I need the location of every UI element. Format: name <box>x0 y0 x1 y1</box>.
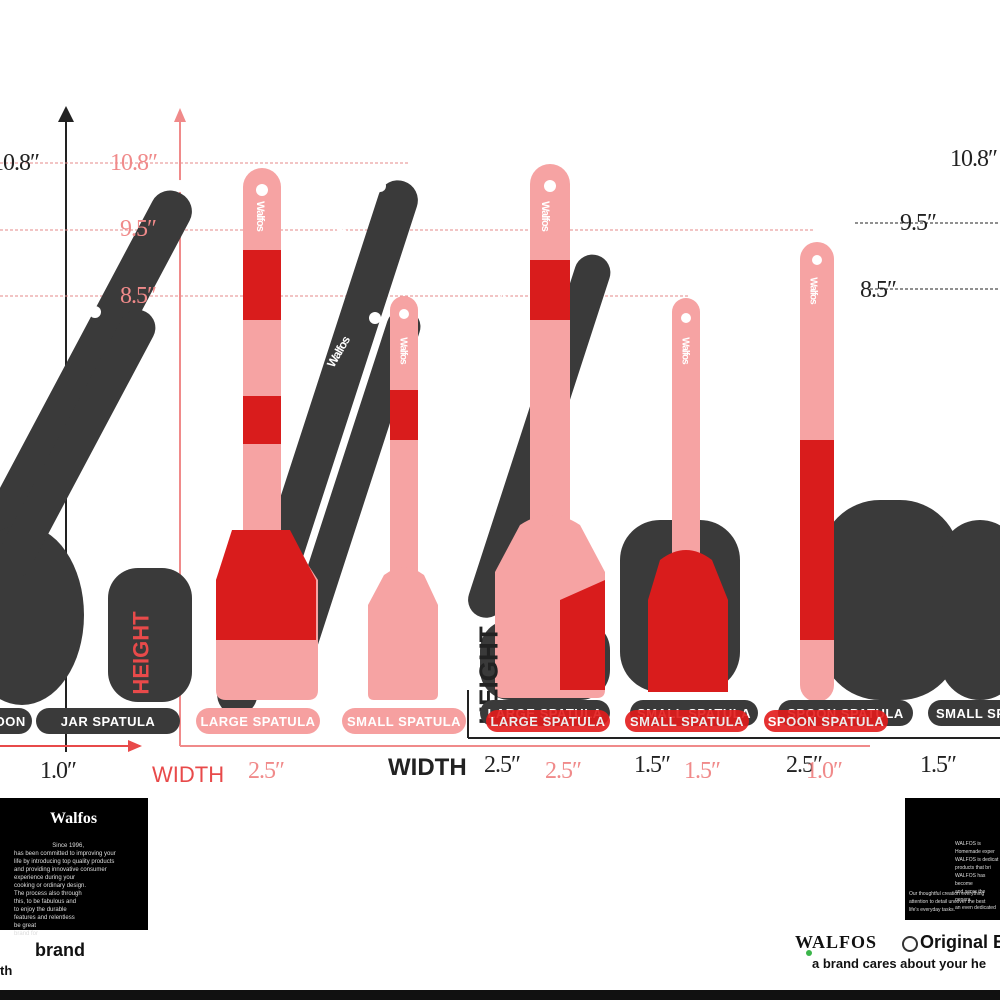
card-body: Since 1996, has been committed to improv… <box>14 842 144 938</box>
card-text-line: features and relentless <box>14 915 75 921</box>
height-axis-arrow-black <box>58 106 74 122</box>
card-text-line: has been committed to improving your <box>14 851 116 857</box>
card-text-line: be great <box>14 923 37 929</box>
hang-hole <box>374 180 386 192</box>
card-text-line: products that bri <box>955 865 991 871</box>
card-text-line: and providing innovative consumer <box>14 867 107 873</box>
width-label-black-left: 1.0″ <box>40 758 77 784</box>
leaf-icon <box>902 936 918 952</box>
card-body-right: WALFOS is Homemade exper WALFOS is dedic… <box>955 840 1000 912</box>
pink-small-spatula-2 <box>672 298 700 568</box>
black-jar-spatula-left <box>0 309 192 702</box>
hang-hole <box>89 306 101 318</box>
width-label-black-3: 2.5″ <box>786 752 823 778</box>
green-dot-icon <box>806 950 812 956</box>
pill-large-spatula-pink: LARGE SPATULA <box>196 708 320 734</box>
hang-hole <box>174 180 186 192</box>
height-axis-label-pink: HEIGHT <box>128 611 154 695</box>
red-spatula-head <box>560 580 605 690</box>
card-body-right-bottom: Our thoughtful creation everything atten… <box>909 890 999 914</box>
footer-left-line2: th <box>0 963 13 978</box>
width-axis-label-pink: WIDTH <box>152 762 225 787</box>
black-spoon-spatula-right <box>820 500 1000 700</box>
hang-hole <box>369 312 381 324</box>
utensil-brand: Walfos <box>253 201 266 231</box>
width-label-pink-3: 2.5″ <box>545 758 582 784</box>
footer-left-text1: brand <box>34 940 85 960</box>
hang-hole <box>256 184 268 196</box>
red-spoon-head <box>800 560 834 640</box>
width-label-black-1: 2.5″ <box>484 752 521 778</box>
pill-large-spatula-red: LARGE SPATULA <box>486 710 610 732</box>
card-text-line: cooking or ordinary design. <box>14 883 87 889</box>
height-label-black-10-8: 10.8″ <box>0 150 40 176</box>
card-text-line: experience during your <box>14 875 76 881</box>
utensil-brand: Walfos <box>538 201 551 231</box>
width-label-black-2: 1.5″ <box>634 752 671 778</box>
footer-right-line2: a brand cares about your he <box>812 956 987 971</box>
width-axis-arrow-left <box>128 740 142 752</box>
card-text-line: WALFOS has become <box>955 873 986 887</box>
width-label-black-4: 1.5″ <box>920 752 957 778</box>
card-text-line: to enjoy the durable <box>14 907 67 913</box>
pill-jar-spatula: JAR SPATULA <box>36 708 180 734</box>
red-handle-band <box>243 396 281 444</box>
height-label-9-5: 9.5″ <box>120 216 157 242</box>
pink-small-spatula <box>368 296 438 700</box>
pill-small-spatula-pink: SMALL SPATULA <box>342 708 466 734</box>
height-label-right-9-5: 9.5″ <box>900 210 937 236</box>
pill-small-spoon-black: SMALL SPO <box>928 700 1000 726</box>
card-brand-title: Walfos <box>50 810 98 827</box>
card-text-line: WALFOS is <box>955 841 981 847</box>
height-label-right-8-5: 8.5″ <box>860 277 897 303</box>
hang-hole <box>681 313 691 323</box>
width-axis-label-black: WIDTH <box>388 754 467 781</box>
height-label-8-5: 8.5″ <box>120 283 157 309</box>
hang-hole <box>399 309 409 319</box>
card-text-line: Our thoughtful creation everything <box>909 891 985 897</box>
card-text-line: this, to be fabulous and <box>14 899 77 905</box>
card-text-line: an even dedicated <box>955 905 996 911</box>
card-text-line: The process also through <box>14 891 82 897</box>
card-text-line: Homemade exper <box>955 849 995 855</box>
height-label-right-10-8: 10.8″ <box>950 146 998 172</box>
utensil-brand: Walfos <box>397 337 409 364</box>
utensil-brand: Walfos <box>807 277 819 304</box>
card-text-line: life by introducing top quality products <box>14 859 115 865</box>
width-label-pink-5: 1.0″ <box>806 758 843 784</box>
brand-info-card-left: Walfos Since 1996, has been committed to… <box>0 798 148 937</box>
card-text-line: WALFOS is dedicat <box>955 857 999 863</box>
height-label-10-8: 10.8″ <box>110 150 158 176</box>
red-small-spatula <box>648 550 728 692</box>
pill-spoon-spatula-red: SPOON SPATULA <box>764 710 888 732</box>
footer-right-line1: Original B <box>920 932 1000 952</box>
card-text-line: attention to detail uncover the best <box>909 899 986 905</box>
card-text-line: Since 1996, <box>52 843 84 849</box>
bottom-bar <box>0 990 1000 1000</box>
hang-hole <box>544 180 556 192</box>
pill-small-spatula-red: SMALL SPATULA <box>625 710 749 732</box>
hang-hole <box>812 255 822 265</box>
footer-right-logo: WALFOS <box>795 932 878 952</box>
card-text-line: and serve the genera <box>955 889 986 903</box>
red-handle-band <box>530 260 570 320</box>
card-text-line: brand for <box>14 931 39 937</box>
pill-spoon-left: SPOON <box>0 708 32 734</box>
height-axis-arrow-pink <box>174 108 186 122</box>
utensil-brand: Walfos <box>679 337 691 364</box>
red-spatula-head <box>216 530 316 640</box>
brand-info-card-right: WALFOS is Homemade exper WALFOS is dedic… <box>905 798 1000 920</box>
width-label-pink-1: 2.5″ <box>248 758 285 784</box>
red-handle-band <box>800 440 834 560</box>
card-text-line: life's everyday tasks. <box>909 907 955 913</box>
red-handle-band <box>243 250 281 320</box>
width-label-pink-4: 1.5″ <box>684 758 721 784</box>
red-handle-band <box>390 390 418 440</box>
